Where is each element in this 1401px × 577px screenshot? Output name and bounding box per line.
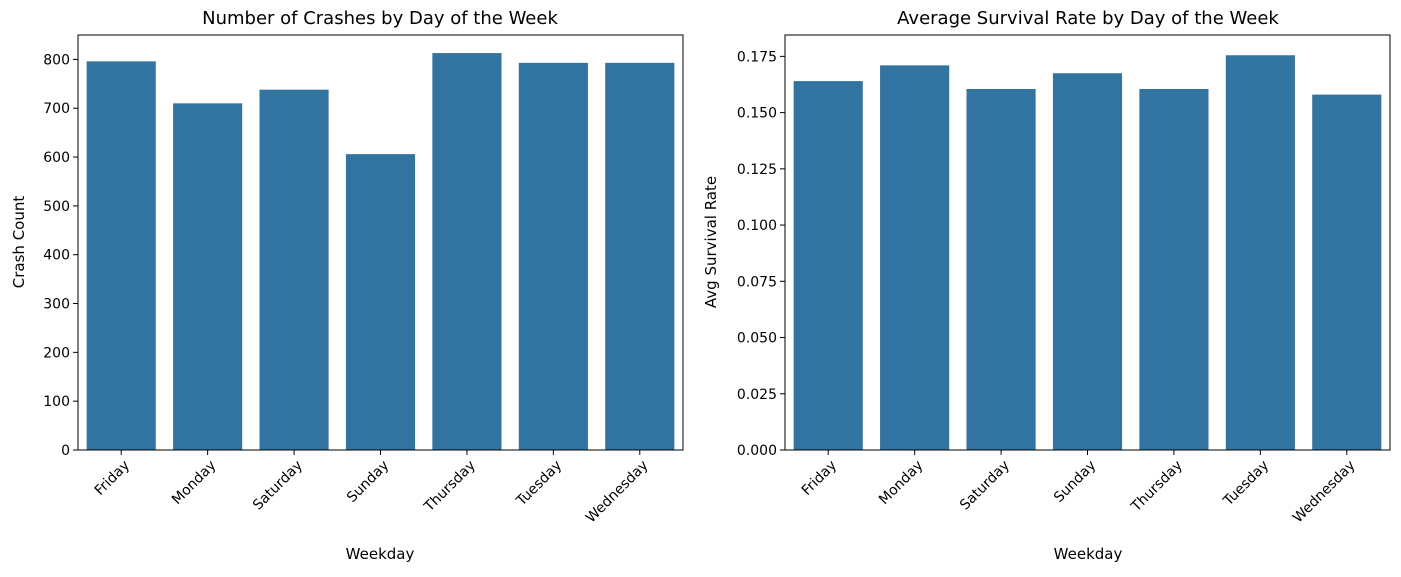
bar-tuesday [1225,55,1295,451]
y-axis-ticks: 0.000 0.025 0.050 0.075 0.100 0.125 0.150 0.175 [737,49,785,459]
y-tick-label: 300 [43,297,70,313]
bar-friday [793,81,863,451]
bar-monday [173,103,243,450]
bar-sunday [1052,73,1123,451]
x-tick-label: Friday [799,458,840,499]
bar-sunday [345,154,416,450]
y-tick-label: 600 [43,150,70,166]
y-tick-label: 0.075 [737,274,777,290]
chart-title: Average Survival Rate by Day of the Week [897,8,1279,29]
bar-wednesday [1312,94,1382,451]
x-axis-ticks: Friday Monday Saturday Sunday Thursday Tuesda… [799,450,1359,526]
x-axis-ticks: Friday Monday Saturday Sunday Thursday Tuesda… [92,450,652,526]
y-tick-label: 0.175 [737,49,777,65]
x-tick-label: Tuesday [1220,458,1272,510]
y-tick-label: 0.000 [737,443,777,459]
y-axis-label: Avg Survival Rate [702,176,720,308]
chart-crash-count: Number of Crashes by Day of the Week 0 10… [10,8,684,563]
bar-monday [880,65,950,451]
x-tick-label: Wednesday [1290,458,1359,527]
x-tick-label: Wednesday [583,458,652,527]
bar-saturday [966,88,1036,450]
bar-thursday [1139,88,1209,450]
x-tick-label: Thursday [421,458,479,516]
x-tick-label: Saturday [957,458,1013,514]
y-tick-label: 0.125 [737,162,777,178]
bar-friday [86,61,156,451]
y-axis-ticks: 0 100 200 300 400 500 600 700 800 [43,52,78,459]
bar-thursday [432,53,502,451]
y-tick-label: 400 [43,248,70,264]
x-tick-label: Sunday [1051,458,1099,506]
x-tick-label: Sunday [344,458,392,506]
x-tick-label: Monday [169,458,219,508]
y-tick-label: 200 [43,345,70,361]
y-tick-label: 100 [43,394,70,410]
chart-survival-rate: Average Survival Rate by Day of the Week… [702,8,1391,563]
y-tick-label: 700 [43,101,70,117]
x-axis-label: Weekday [346,545,415,563]
x-axis-label: Weekday [1054,545,1123,563]
chart-title: Number of Crashes by Day of the Week [202,8,558,29]
x-tick-label: Tuesday [513,458,565,510]
bar-tuesday [518,62,588,450]
x-tick-label: Monday [876,458,926,508]
y-tick-label: 0.150 [737,106,777,122]
y-tick-label: 0.100 [737,218,777,234]
y-tick-label: 0 [61,443,70,459]
bar-group [86,53,675,451]
bar-group [793,55,1382,451]
y-tick-label: 500 [43,199,70,215]
y-axis-label: Crash Count [10,196,28,289]
x-tick-label: Friday [92,458,133,499]
x-tick-label: Saturday [250,458,306,514]
plot-frame [784,34,1391,451]
y-tick-label: 0.025 [737,387,777,403]
plot-frame [77,34,684,451]
bar-wednesday [605,62,675,450]
x-tick-label: Thursday [1128,458,1186,516]
y-tick-label: 800 [43,52,70,68]
y-tick-label: 0.050 [737,331,777,347]
bar-saturday [259,89,329,451]
